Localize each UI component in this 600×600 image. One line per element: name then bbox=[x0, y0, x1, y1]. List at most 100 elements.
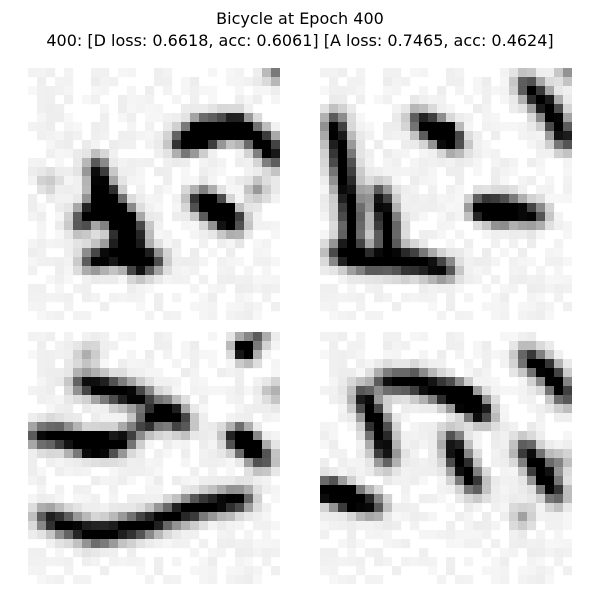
image-pixel bbox=[356, 167, 366, 177]
image-pixel bbox=[419, 104, 429, 114]
image-pixel bbox=[100, 248, 110, 258]
image-pixel bbox=[428, 194, 438, 204]
image-pixel bbox=[271, 368, 280, 378]
image-pixel bbox=[253, 203, 263, 213]
image-pixel bbox=[464, 512, 474, 522]
image-pixel bbox=[235, 302, 245, 312]
image-pixel bbox=[320, 494, 330, 504]
image-pixel bbox=[401, 449, 411, 459]
image-pixel bbox=[401, 131, 411, 141]
image-pixel bbox=[118, 239, 128, 249]
image-pixel bbox=[235, 575, 245, 584]
image-pixel bbox=[554, 212, 564, 222]
image-pixel bbox=[356, 422, 366, 432]
image-pixel bbox=[118, 503, 128, 513]
image-pixel bbox=[55, 575, 65, 584]
image-pixel bbox=[172, 395, 182, 405]
image-pixel bbox=[383, 539, 393, 549]
image-pixel bbox=[37, 230, 47, 240]
image-pixel bbox=[509, 104, 519, 114]
image-pixel bbox=[244, 341, 254, 351]
image-pixel bbox=[217, 512, 227, 522]
image-pixel bbox=[73, 494, 83, 504]
image-pixel bbox=[244, 467, 254, 477]
image-pixel bbox=[455, 341, 465, 351]
image-pixel bbox=[437, 257, 447, 267]
image-pixel bbox=[226, 68, 236, 78]
image-pixel bbox=[118, 539, 128, 549]
image-pixel bbox=[383, 494, 393, 504]
image-pixel bbox=[46, 512, 56, 522]
image-pixel bbox=[244, 458, 254, 468]
image-pixel bbox=[518, 248, 528, 258]
image-pixel bbox=[518, 257, 528, 267]
image-pixel bbox=[253, 386, 263, 396]
image-pixel bbox=[181, 530, 191, 540]
image-pixel bbox=[383, 248, 393, 258]
image-pixel bbox=[190, 341, 200, 351]
image-pixel bbox=[109, 377, 119, 387]
image-pixel bbox=[55, 275, 65, 285]
image-pixel bbox=[154, 77, 164, 87]
image-pixel bbox=[145, 95, 155, 105]
image-pixel bbox=[271, 194, 280, 204]
image-pixel bbox=[172, 521, 182, 531]
image-pixel bbox=[118, 467, 128, 477]
image-pixel bbox=[338, 86, 348, 96]
image-pixel bbox=[554, 503, 564, 513]
image-pixel bbox=[73, 359, 83, 369]
image-pixel bbox=[127, 332, 137, 342]
image-pixel bbox=[154, 566, 164, 576]
image-pixel bbox=[554, 257, 564, 267]
image-pixel bbox=[518, 176, 528, 186]
image-pixel bbox=[82, 248, 92, 258]
image-pixel bbox=[527, 68, 537, 78]
image-pixel bbox=[428, 386, 438, 396]
image-pixel bbox=[428, 404, 438, 414]
image-pixel bbox=[64, 239, 74, 249]
image-pixel bbox=[491, 476, 501, 486]
image-pixel bbox=[563, 548, 572, 558]
image-pixel bbox=[338, 68, 348, 78]
image-pixel bbox=[446, 539, 456, 549]
image-pixel bbox=[545, 284, 555, 294]
image-pixel bbox=[509, 275, 519, 285]
image-pixel bbox=[356, 266, 366, 276]
image-pixel bbox=[64, 176, 74, 186]
image-pixel bbox=[262, 86, 272, 96]
image-pixel bbox=[473, 194, 483, 204]
image-pixel bbox=[338, 239, 348, 249]
image-pixel bbox=[28, 557, 38, 567]
image-pixel bbox=[37, 311, 47, 320]
image-pixel bbox=[37, 494, 47, 504]
image-pixel bbox=[262, 248, 272, 258]
image-pixel bbox=[208, 494, 218, 504]
image-pixel bbox=[329, 113, 339, 123]
image-pixel bbox=[136, 194, 146, 204]
image-pixel bbox=[244, 302, 254, 312]
image-pixel bbox=[145, 230, 155, 240]
image-pixel bbox=[536, 302, 546, 312]
image-pixel bbox=[100, 158, 110, 168]
image-pixel bbox=[262, 239, 272, 249]
image-pixel bbox=[190, 131, 200, 141]
image-pixel bbox=[401, 140, 411, 150]
image-pixel bbox=[217, 203, 227, 213]
image-pixel bbox=[55, 86, 65, 96]
image-pixel bbox=[464, 122, 474, 132]
image-pixel bbox=[226, 386, 236, 396]
image-pixel bbox=[127, 113, 137, 123]
image-pixel bbox=[91, 359, 101, 369]
image-pixel bbox=[455, 140, 465, 150]
image-pixel bbox=[464, 377, 474, 387]
image-pixel bbox=[536, 167, 546, 177]
image-pixel bbox=[127, 131, 137, 141]
image-pixel bbox=[172, 95, 182, 105]
image-pixel bbox=[55, 149, 65, 159]
image-pixel bbox=[410, 521, 420, 531]
image-pixel bbox=[383, 122, 393, 132]
image-pixel bbox=[509, 440, 519, 450]
image-pixel bbox=[554, 284, 564, 294]
image-pixel bbox=[554, 368, 564, 378]
image-pixel bbox=[262, 158, 272, 168]
